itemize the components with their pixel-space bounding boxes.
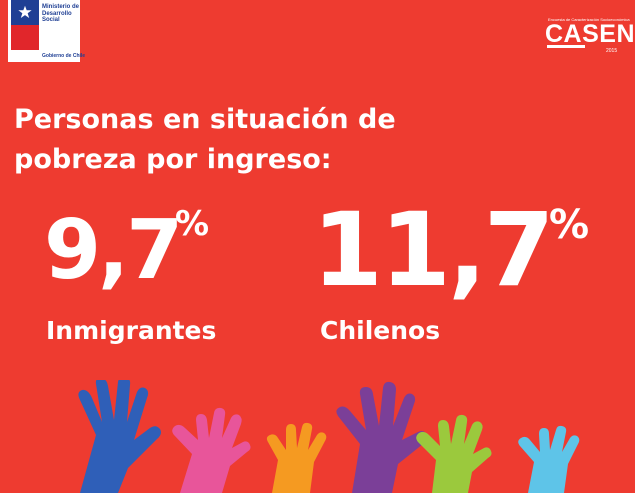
hand-green [416, 414, 492, 493]
casen-logo-text: CASEN [545, 20, 635, 48]
chile-flag-icon [11, 0, 39, 50]
stat-chileans-value: 11,7 [312, 191, 555, 310]
casen-caption: Encuesta de Caracterización Socioeconómi… [548, 17, 630, 22]
hand-light-blue [518, 425, 580, 493]
hand-blue [78, 380, 161, 493]
stat-chileans-label: Chilenos [320, 316, 441, 345]
hand-pink [172, 407, 251, 493]
stat-immigrants-value: 9,7 [44, 203, 183, 298]
casen-year: 2015 [606, 48, 618, 54]
headline-line-1: Personas en situación de [14, 104, 396, 135]
stat-immigrants-unit: % [175, 204, 210, 244]
raised-hands-illustration [78, 380, 580, 493]
headline-line-2: pobreza por ingreso: [14, 144, 332, 175]
headline: Personas en situación de pobreza por ing… [14, 100, 414, 180]
casen-logo-bar [547, 45, 585, 48]
hand-orange [266, 422, 327, 493]
stat-immigrants-label: Inmigrantes [46, 316, 217, 345]
gov-logo-title: Ministerio de Desarrollo Social [42, 4, 80, 23]
gov-logo-subtitle: Gobierno de Chile [42, 53, 86, 59]
hand-purple [336, 381, 428, 493]
gov-logo: Ministerio de Desarrollo Social Gobierno… [8, 0, 85, 62]
chile-flag-star-icon [18, 5, 32, 18]
stat-chileans-unit: % [549, 202, 590, 248]
